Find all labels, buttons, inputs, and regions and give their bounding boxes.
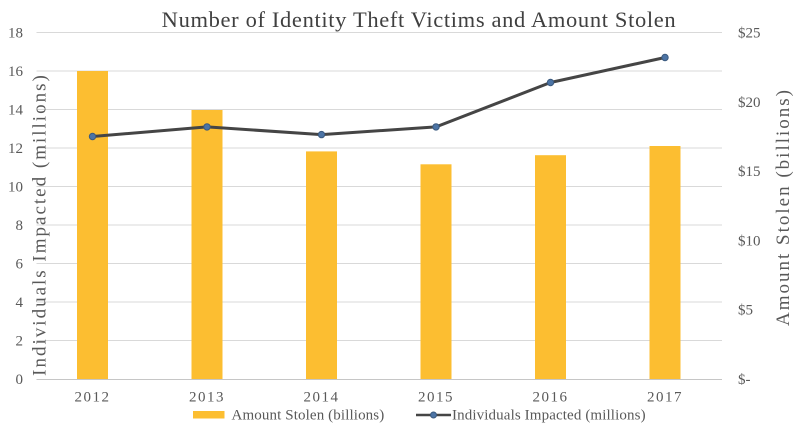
svg-text:$15: $15 xyxy=(738,164,761,180)
svg-text:Individuals Impacted (millions: Individuals Impacted (millions) xyxy=(30,73,51,376)
svg-text:14: 14 xyxy=(8,103,24,119)
svg-text:2016: 2016 xyxy=(533,390,569,406)
svg-text:2012: 2012 xyxy=(75,390,111,406)
svg-text:Amount Stolen (billions): Amount Stolen (billions) xyxy=(773,88,794,326)
svg-text:$20: $20 xyxy=(738,95,761,111)
svg-text:2013: 2013 xyxy=(189,390,225,406)
svg-text:Individuals Impacted (millions: Individuals Impacted (millions) xyxy=(452,408,646,424)
svg-text:$5: $5 xyxy=(738,303,753,319)
svg-text:$25: $25 xyxy=(738,26,761,42)
svg-text:2014: 2014 xyxy=(304,390,340,406)
svg-text:2015: 2015 xyxy=(418,390,454,406)
svg-text:4: 4 xyxy=(16,295,24,311)
svg-text:0: 0 xyxy=(16,372,24,388)
svg-text:6: 6 xyxy=(16,257,24,273)
svg-text:Number of Identity Theft Victi: Number of Identity Theft Victims and Amo… xyxy=(162,7,677,32)
svg-text:2: 2 xyxy=(16,334,24,350)
svg-text:18: 18 xyxy=(8,26,23,42)
svg-text:Amount Stolen (billions): Amount Stolen (billions) xyxy=(232,408,385,424)
svg-text:10: 10 xyxy=(8,180,23,196)
svg-text:2017: 2017 xyxy=(647,390,683,406)
svg-text:12: 12 xyxy=(8,141,23,157)
svg-text:16: 16 xyxy=(8,64,24,80)
svg-text:8: 8 xyxy=(16,218,24,234)
svg-text:$-: $- xyxy=(738,372,751,388)
svg-text:$10: $10 xyxy=(738,233,761,249)
